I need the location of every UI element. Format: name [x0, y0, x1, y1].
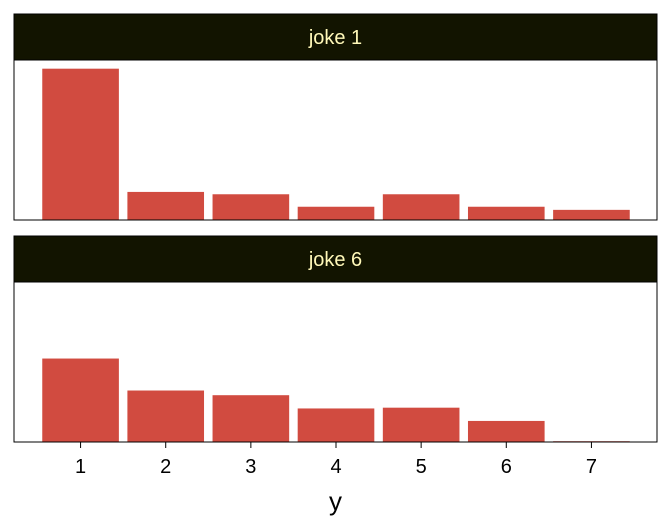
facet-panel: joke 1	[13, 13, 658, 221]
bar	[553, 209, 630, 220]
bar	[42, 68, 119, 221]
x-tick-label: 4	[330, 456, 341, 478]
bar	[467, 206, 545, 220]
bar	[127, 390, 205, 442]
x-tick-label: 2	[160, 456, 171, 478]
panel-frame	[13, 59, 658, 221]
x-axis-title: y	[329, 486, 342, 516]
bar	[127, 191, 205, 220]
x-tick-label: 7	[586, 456, 597, 478]
bar	[212, 395, 290, 442]
panel-border	[13, 59, 658, 221]
bar	[382, 407, 460, 442]
facet-strip-label: joke 1	[308, 27, 362, 49]
bar	[382, 194, 460, 220]
x-tick-label: 3	[245, 456, 256, 478]
x-tick-label: 1	[75, 456, 86, 478]
x-tick-label: 5	[416, 456, 427, 478]
facet-strip	[13, 13, 658, 61]
facet-panel: joke 6	[13, 235, 658, 443]
bar	[212, 194, 290, 220]
x-tick-label: 6	[501, 456, 512, 478]
facet-strip-label: joke 6	[308, 249, 362, 271]
bar	[42, 358, 119, 442]
bar	[297, 408, 375, 442]
bar	[467, 420, 545, 442]
facet-strip	[13, 235, 658, 283]
bar	[297, 206, 375, 220]
